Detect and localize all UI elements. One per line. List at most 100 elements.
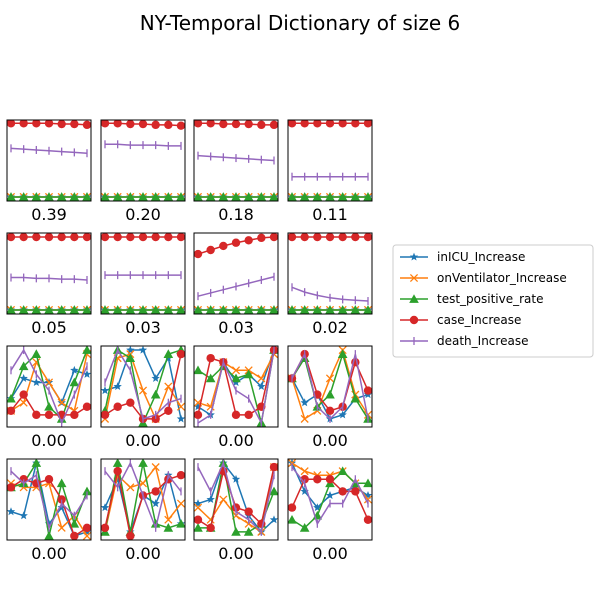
series-point	[363, 192, 372, 201]
subplot-frame	[287, 232, 373, 315]
series-point	[69, 192, 80, 201]
series-point	[256, 192, 267, 201]
panel-weight-label: 0.02	[312, 318, 348, 337]
subplot-series-group	[101, 346, 185, 427]
series-point	[231, 192, 241, 201]
subplot-frame	[6, 345, 92, 428]
series-point	[205, 192, 216, 201]
series-point	[337, 349, 348, 358]
series-point	[194, 515, 203, 524]
series-point	[231, 474, 241, 483]
legend-item: onVentilator_Increase	[400, 271, 567, 285]
series-point	[325, 475, 335, 484]
series-point	[44, 305, 54, 314]
series-point	[194, 523, 203, 532]
series-point	[205, 305, 216, 314]
series-point	[351, 120, 360, 128]
series-point	[350, 393, 361, 403]
subplot-frame	[6, 458, 92, 541]
series-point	[194, 410, 203, 420]
subplot-frame	[193, 345, 279, 428]
series-point	[82, 120, 91, 130]
series-point	[101, 523, 110, 533]
series-point	[338, 410, 347, 419]
series-point	[19, 233, 28, 242]
series-point	[82, 531, 91, 540]
series-point	[57, 523, 66, 532]
panel-weight-label: 0.00	[312, 431, 348, 450]
series-point	[231, 410, 241, 420]
subplot-frame	[100, 232, 186, 315]
series-point	[350, 305, 361, 314]
series-point	[82, 402, 91, 411]
legend-label: inICU_Increase	[437, 250, 525, 264]
series-point	[231, 527, 241, 536]
series-point	[325, 374, 335, 383]
series-point	[125, 305, 136, 314]
series-point	[164, 120, 173, 130]
series-point	[7, 406, 16, 415]
series-point	[325, 491, 335, 500]
panel-weight-label: 0.18	[218, 205, 254, 224]
series-point	[82, 369, 91, 378]
series-point	[194, 365, 203, 375]
panel-weight-label: 0.00	[312, 544, 348, 563]
series-point	[312, 305, 323, 314]
panel-weight-label: 0.00	[125, 431, 161, 450]
series-point	[299, 305, 310, 314]
series-point	[231, 238, 241, 247]
series-point	[151, 499, 160, 508]
series-point	[101, 192, 110, 201]
subplot-series-group	[101, 233, 185, 314]
series-point	[138, 346, 148, 354]
subplot-panel: 0.00	[100, 345, 186, 450]
panel-weight-label: 0.20	[125, 205, 161, 224]
legend-marker	[409, 315, 419, 325]
series-point	[299, 523, 310, 532]
series-point	[163, 192, 174, 201]
legend-label: death_Increase	[437, 334, 528, 348]
subplot-panel: 0.00	[100, 458, 186, 563]
series-point	[101, 120, 110, 128]
series-point	[56, 305, 67, 314]
series-point	[205, 373, 216, 383]
series-point	[194, 402, 203, 411]
series-point	[176, 402, 185, 411]
series-point	[151, 414, 160, 424]
series-point	[363, 120, 372, 128]
subplot-panel: 0.05	[6, 232, 92, 337]
series-point	[163, 523, 174, 532]
series-point	[176, 305, 185, 314]
series-point	[150, 305, 161, 314]
series-point	[325, 192, 335, 201]
series-point	[176, 519, 185, 528]
legend-item: death_Increase	[400, 334, 528, 348]
series-point	[101, 233, 110, 242]
series-point	[300, 487, 309, 495]
subplot-frame	[193, 232, 279, 315]
series-point	[243, 192, 254, 201]
subplot-frame	[100, 458, 186, 541]
subplot-panel: 0.00	[6, 458, 92, 563]
series-point	[325, 305, 335, 314]
series-point	[218, 192, 229, 201]
series-point	[243, 305, 254, 314]
series-point	[257, 120, 266, 130]
series-point	[138, 386, 148, 395]
legend-label: onVentilator_Increase	[437, 271, 567, 285]
subplot-panel: 0.03	[193, 232, 279, 337]
series-point	[112, 459, 123, 467]
series-point	[194, 120, 203, 128]
legend: inICU_Increase onVentilator_Increase test_…	[392, 244, 594, 358]
series-point	[126, 120, 135, 129]
series-point	[164, 515, 173, 524]
series-point	[163, 349, 174, 358]
series-point	[7, 483, 16, 492]
series-point	[206, 523, 215, 533]
series-point	[31, 305, 42, 314]
legend-marker	[409, 294, 419, 303]
series-point	[244, 507, 253, 516]
series-point	[44, 192, 54, 201]
series-point	[82, 233, 91, 242]
series-point	[351, 233, 360, 242]
